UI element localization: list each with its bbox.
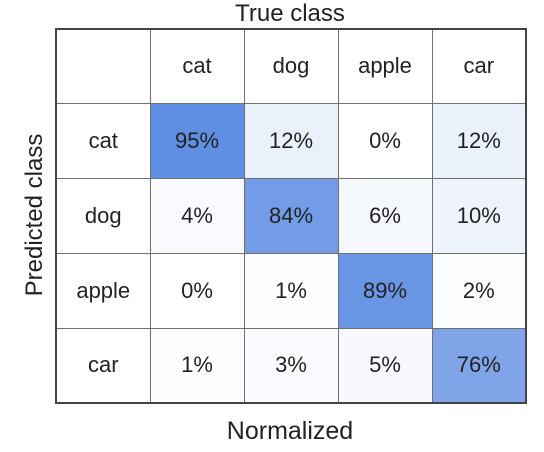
cell-car-car: 76% [431,327,527,404]
y-axis-title: Predicted class [21,133,48,297]
confusion-matrix: cat dog apple car cat 95% 12% 0% 12% dog… [55,28,527,404]
column-header-apple: apple [337,28,433,104]
column-header-cat: cat [149,28,245,104]
cell-apple-apple: 89% [337,252,433,329]
cell-apple-dog: 1% [243,252,339,329]
cell-car-cat: 1% [149,327,245,404]
normalized-label: Normalized [226,417,354,445]
row-header-apple: apple [55,252,151,329]
x-axis-title: True class [235,0,345,27]
cell-apple-car: 2% [431,252,527,329]
cell-dog-car: 10% [431,177,527,254]
cell-car-apple: 5% [337,327,433,404]
cell-cat-apple: 0% [337,102,433,179]
cell-cat-cat: 95% [149,102,245,179]
column-header-car: car [431,28,527,104]
corner-cell [55,28,151,104]
row-header-dog: dog [55,177,151,254]
cell-cat-car: 12% [431,102,527,179]
cell-car-dog: 3% [243,327,339,404]
confusion-matrix-table: cat dog apple car cat 95% 12% 0% 12% dog… [55,28,527,404]
row-header-cat: cat [55,102,151,179]
cell-dog-dog: 84% [243,177,339,254]
column-header-dog: dog [243,28,339,104]
cell-dog-cat: 4% [149,177,245,254]
cell-dog-apple: 6% [337,177,433,254]
cell-apple-cat: 0% [149,252,245,329]
row-header-car: car [55,327,151,404]
cell-cat-dog: 12% [243,102,339,179]
